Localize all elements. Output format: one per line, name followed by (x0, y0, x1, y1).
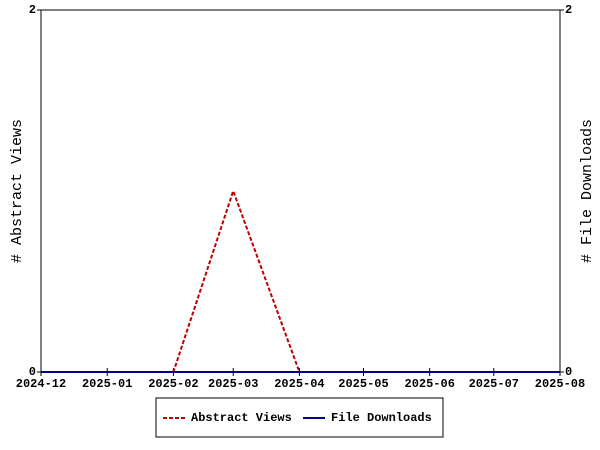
y2-axis-title: # File Downloads (579, 119, 596, 263)
legend-box (155, 397, 444, 438)
x-tick-label: 2025-02 (148, 377, 198, 391)
y2-tick-label: 2 (565, 3, 572, 17)
x-tick-label: 2025-07 (469, 377, 519, 391)
x-tick-label: 2025-06 (405, 377, 455, 391)
y-tick-label: 2 (29, 3, 36, 17)
x-tick-label: 2025-08 (535, 377, 585, 391)
y-axis-title: # Abstract Views (9, 119, 26, 263)
series-line (41, 187, 560, 373)
legend-label: File Downloads (331, 411, 432, 425)
legend-label: Abstract Views (191, 411, 292, 425)
y2-tick-label: 0 (565, 365, 572, 379)
x-tick-label: 2025-05 (338, 377, 388, 391)
x-tick-label: 2025-03 (208, 377, 258, 391)
x-tick-label: 2025-01 (82, 377, 132, 391)
x-tick-label: 2025-04 (274, 377, 324, 391)
y-tick-label: 0 (29, 365, 36, 379)
plot-frame (40, 9, 561, 373)
x-tick-label: 2024-12 (16, 377, 66, 391)
